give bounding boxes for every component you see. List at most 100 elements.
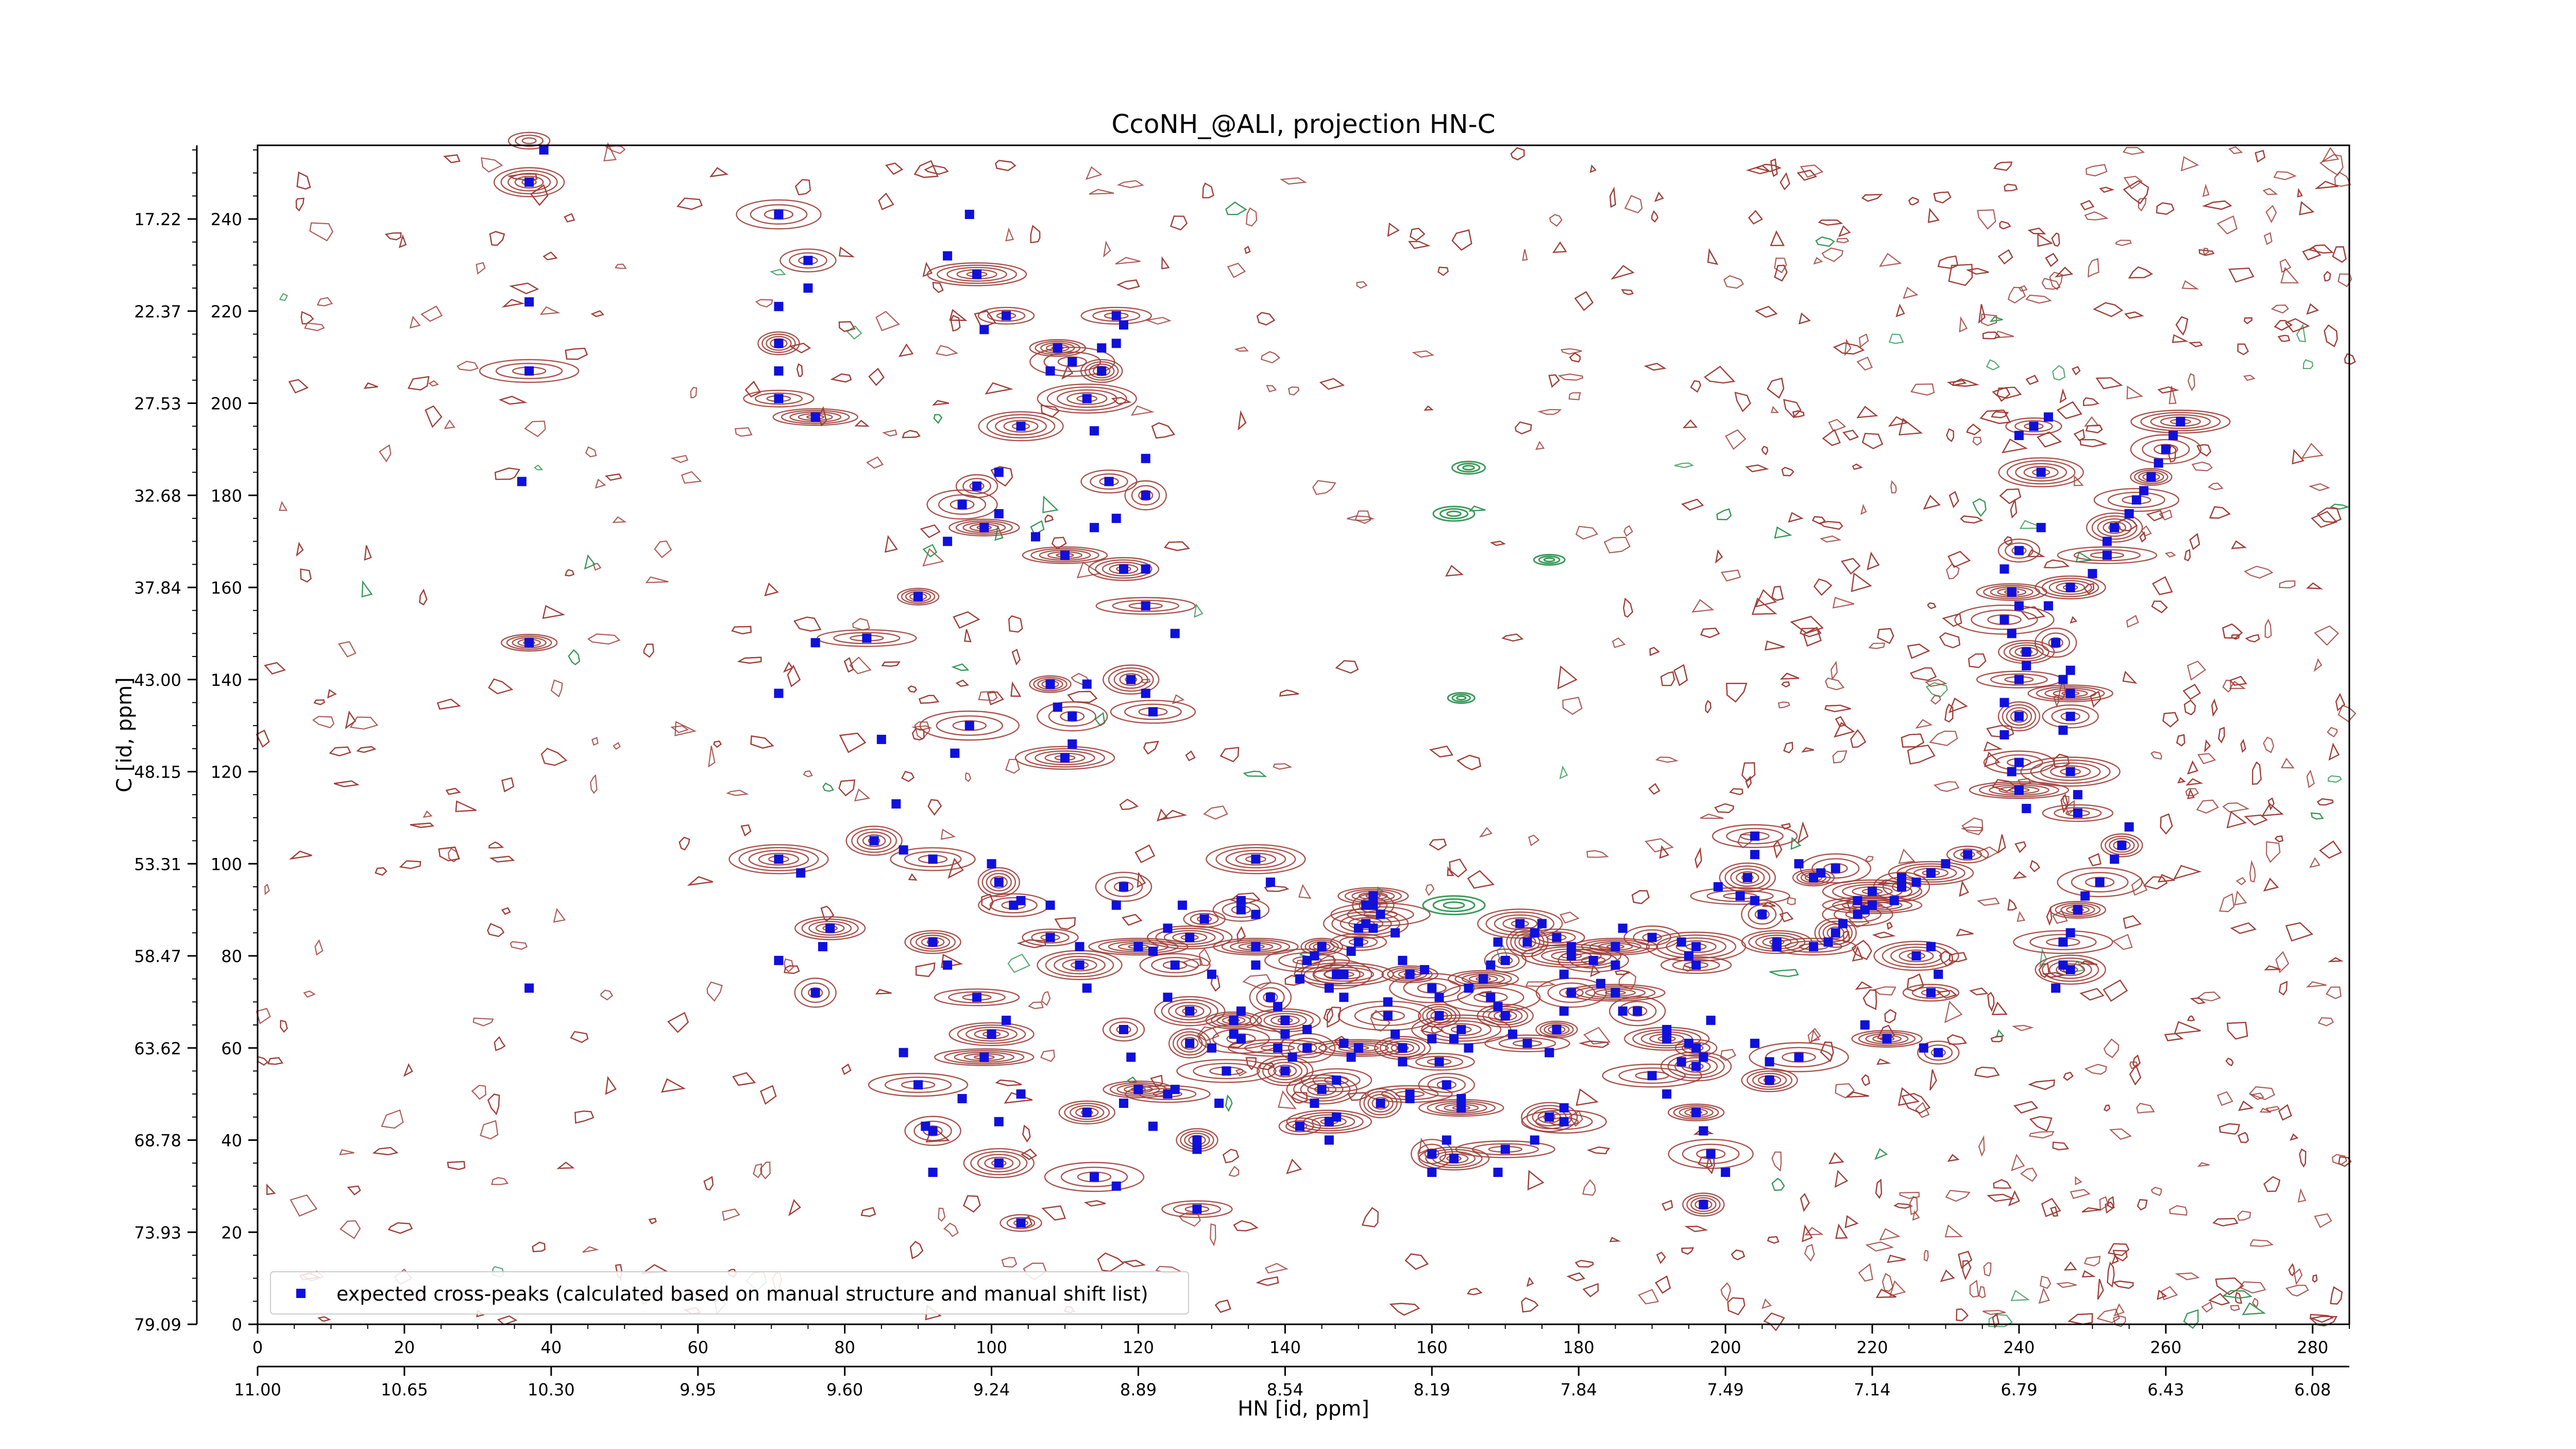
noise-contour <box>2313 658 2323 672</box>
noise-contour <box>2027 227 2046 234</box>
peak-contour <box>758 852 800 866</box>
noise-contour <box>2334 171 2351 187</box>
cross-peak-marker <box>1427 1034 1437 1043</box>
noise-contour <box>1264 885 1290 892</box>
peak-contour <box>1471 1143 1539 1156</box>
noise-contour <box>329 746 351 756</box>
cross-peak-marker <box>2117 840 2127 850</box>
noise-contour <box>2290 1133 2299 1141</box>
noise-contour <box>1655 756 1679 763</box>
noise-contour <box>2226 811 2247 829</box>
peak-contour <box>1749 1042 1849 1072</box>
noise-contour <box>445 787 461 795</box>
noise-contour <box>2202 183 2210 197</box>
noise-contour <box>1986 359 2000 370</box>
noise-contour <box>2107 1196 2115 1209</box>
cross-peak-marker <box>1750 831 1760 841</box>
noise-contour <box>2344 353 2356 365</box>
noise-contour <box>1228 1166 1240 1177</box>
cross-peak-marker <box>994 467 1004 477</box>
noise-contour <box>2250 1239 2274 1247</box>
cross-peak-marker <box>1177 900 1187 910</box>
noise-contour <box>570 1031 589 1043</box>
noise-contour <box>2112 1315 2126 1327</box>
noise-contour <box>1997 834 2006 854</box>
peak-contour <box>934 1048 1035 1066</box>
cross-peak-marker <box>1111 513 1121 523</box>
peak-contour <box>1379 1038 1426 1058</box>
cross-peak-marker <box>957 500 967 510</box>
noise-contour <box>2238 1100 2254 1111</box>
noise-contour <box>1875 1289 1896 1298</box>
noise-contour <box>2128 266 2153 279</box>
noise-contour <box>1865 855 1874 863</box>
cross-peak-marker <box>1559 1103 1569 1113</box>
cross-peak-marker <box>2088 569 2097 579</box>
noise-contour <box>1745 464 1769 473</box>
noise-contour <box>2129 1061 2139 1070</box>
cross-peak-marker <box>1310 951 1319 961</box>
noise-contour <box>2175 316 2189 336</box>
peak-contour <box>1340 914 1392 933</box>
peak-contour <box>1983 750 2055 774</box>
noise-contour <box>2103 1038 2120 1058</box>
spectrum-contours <box>256 131 2357 1332</box>
peak-contour <box>1418 1147 1490 1171</box>
peak-contour <box>1521 1102 1578 1133</box>
cross-peak-marker <box>1324 1135 1334 1145</box>
peak-contour <box>1256 987 1285 1008</box>
cross-peak-marker <box>1236 905 1246 915</box>
noise-contour <box>1910 383 1935 396</box>
noise-contour <box>317 1316 331 1322</box>
noise-contour <box>2249 860 2256 883</box>
peak-contour <box>1031 931 1070 944</box>
peak-contour <box>950 499 975 510</box>
noise-contour <box>539 306 561 315</box>
noise-contour <box>2248 1086 2275 1100</box>
noise-contour <box>1948 697 1968 713</box>
noise-contour <box>476 262 486 275</box>
negative-peak-contour <box>1447 692 1476 704</box>
noise-contour <box>2099 1196 2109 1211</box>
noise-contour <box>2299 1148 2307 1168</box>
cross-peak-marker <box>1339 969 1349 979</box>
noise-contour <box>303 990 316 998</box>
peak-contour <box>1547 982 1596 1003</box>
noise-contour <box>595 478 606 489</box>
cross-peak-marker <box>774 394 784 403</box>
peak-contour <box>1312 964 1361 985</box>
noise-contour <box>1319 378 1345 390</box>
peak-contour <box>1447 970 1519 988</box>
noise-contour <box>436 698 461 710</box>
noise-contour <box>1527 1170 1545 1190</box>
cross-peak-marker <box>1016 1089 1026 1099</box>
noise-contour <box>2278 1104 2292 1121</box>
peak-contour <box>2029 934 2097 951</box>
cross-peak-marker <box>1002 311 1011 321</box>
noise-contour <box>387 1222 413 1234</box>
noise-contour <box>2168 1205 2188 1216</box>
cross-peak-marker <box>1398 1043 1408 1053</box>
noise-contour <box>2306 582 2323 589</box>
noise-contour <box>1225 201 1247 215</box>
noise-contour <box>1456 754 1481 770</box>
noise-contour <box>1966 267 1989 275</box>
noise-contour <box>784 965 800 974</box>
noise-contour <box>2038 963 2049 978</box>
noise-contour <box>2019 520 2044 529</box>
noise-contour <box>932 282 944 293</box>
cross-peak-marker <box>1141 491 1150 500</box>
noise-contour <box>1745 776 1752 789</box>
noise-contour <box>2065 800 2075 816</box>
cross-peak-marker <box>1067 357 1077 367</box>
peak-contour <box>1417 983 1447 994</box>
peak-contour <box>1215 847 1296 871</box>
peak-contour <box>1842 899 1903 911</box>
cross-peak-marker <box>1383 1011 1393 1021</box>
noise-contour <box>1851 939 1872 961</box>
peak-contour <box>2048 960 2092 979</box>
cross-peak-marker <box>796 868 806 878</box>
cross-peak-marker <box>2168 431 2178 441</box>
peak-contour <box>2006 460 2076 485</box>
noise-contour <box>750 735 774 749</box>
